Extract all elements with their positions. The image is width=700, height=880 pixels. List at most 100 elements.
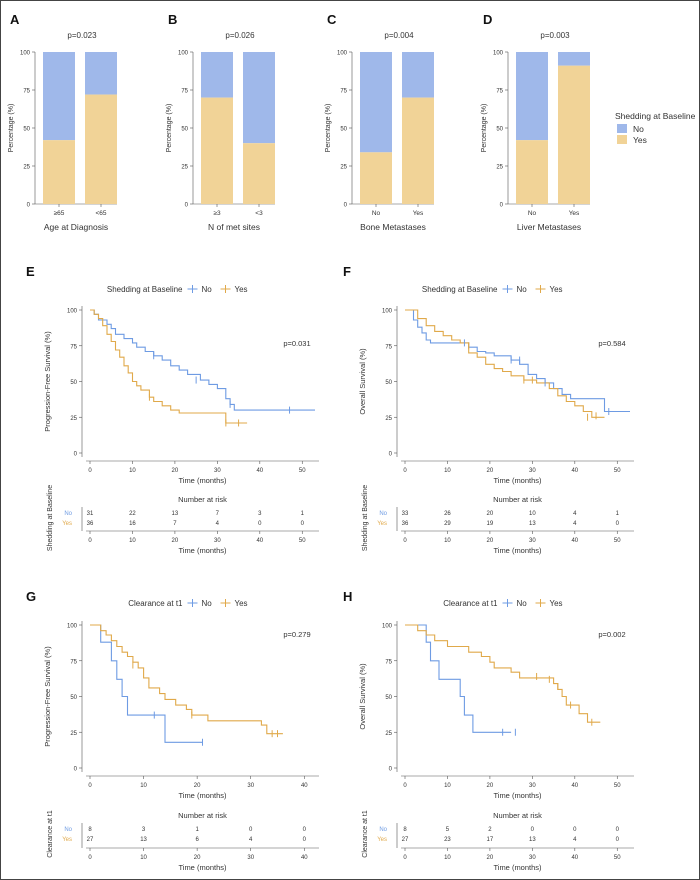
- risk-count-yes: 7: [173, 521, 177, 527]
- risk-x-tick-label: 20: [487, 855, 494, 861]
- y-tick-label: 100: [67, 624, 78, 630]
- x-tick-label: 40: [571, 468, 578, 474]
- y-axis-label: Progression-Free Survival (%): [43, 646, 52, 747]
- km-curve-yes: [90, 309, 248, 424]
- y-tick-label: 25: [23, 165, 30, 171]
- legend-label-yes: Yes: [633, 135, 647, 145]
- y-axis-label: Progression-Free Survival (%): [43, 331, 52, 432]
- risk-x-tick-label: 30: [247, 855, 254, 861]
- x-tick-label: 20: [487, 783, 494, 789]
- risk-count-no: 3: [258, 511, 262, 517]
- bar-no: [360, 52, 392, 153]
- y-tick-label: 75: [496, 89, 503, 95]
- x-axis-label: Age at Diagnosis: [44, 222, 108, 232]
- legend-label-no: No: [202, 599, 213, 608]
- risk-row-label-no: No: [379, 511, 387, 517]
- risk-count-yes: 27: [402, 837, 409, 843]
- km-legend: Clearance at t1 No Yes: [443, 599, 563, 608]
- risk-row-label-no: No: [64, 511, 72, 517]
- y-tick-label: 0: [389, 452, 393, 458]
- risk-table: Number at risk No Yes 8 27 0 5 23 10 2 17 20 0 13 30 0 4…: [362, 810, 634, 872]
- x-axis-label: Time (months): [493, 791, 542, 800]
- risk-count-yes: 0: [616, 837, 620, 843]
- risk-count-no: 0: [249, 827, 253, 833]
- risk-x-axis-label: Time (months): [178, 863, 227, 872]
- risk-x-tick-label: 0: [403, 855, 407, 861]
- p-value: p=0.031: [283, 339, 310, 348]
- legend-label-no: No: [517, 599, 528, 608]
- y-tick-label: 100: [382, 624, 393, 630]
- y-tick-label: 100: [493, 51, 504, 57]
- legend-label-yes: Yes: [550, 599, 563, 608]
- risk-count-no: 31: [87, 511, 94, 517]
- x-axis-label: Time (months): [178, 791, 227, 800]
- risk-row-label-no: No: [64, 827, 72, 833]
- risk-count-no: 1: [195, 827, 199, 833]
- bar-panel-c: Cp=0.004 0 25 50 75 100 Percentage (%) No Yes Bon…: [325, 12, 434, 232]
- y-tick-label: 25: [496, 165, 503, 171]
- y-tick-label: 0: [344, 203, 348, 209]
- y-tick-label: 50: [70, 695, 77, 701]
- x-tick-label: Yes: [413, 210, 424, 217]
- panel-letter: H: [343, 589, 352, 604]
- risk-x-tick-label: 50: [299, 538, 306, 544]
- risk-x-tick-label: 50: [614, 538, 621, 544]
- risk-y-axis-label: Clearance at t1: [47, 810, 54, 858]
- risk-x-axis-label: Time (months): [493, 546, 542, 555]
- y-tick-label: 50: [23, 127, 30, 133]
- risk-count-no: 22: [129, 511, 136, 517]
- legend-title: Shedding at Baseline: [107, 285, 183, 294]
- risk-x-tick-label: 40: [256, 538, 263, 544]
- bar-yes: [43, 140, 75, 204]
- x-tick-label: 0: [403, 783, 407, 789]
- x-tick-label: <3: [255, 210, 263, 217]
- x-tick-label: 0: [88, 468, 92, 474]
- y-tick-label: 75: [340, 89, 347, 95]
- y-tick-label: 75: [70, 659, 77, 665]
- panel-letter: A: [10, 12, 20, 27]
- risk-count-no: 8: [88, 827, 92, 833]
- legend-title: Shedding at Baseline: [615, 111, 696, 121]
- x-tick-label: No: [528, 210, 537, 217]
- y-tick-label: 75: [70, 344, 77, 350]
- legend-label-no: No: [202, 285, 213, 294]
- risk-y-axis-label: Clearance at t1: [362, 810, 369, 858]
- risk-table: Number at riskNoYes313602216101372074303…: [47, 485, 319, 555]
- legend-swatch-no: [617, 124, 627, 133]
- bar-no: [243, 52, 275, 144]
- x-tick-label: ≥3: [213, 210, 221, 217]
- km-curve-no: [405, 309, 630, 413]
- risk-x-axis-label: Time (months): [178, 546, 227, 555]
- risk-count-no: 13: [172, 511, 179, 517]
- risk-count-no: 20: [487, 511, 494, 517]
- y-tick-label: 25: [385, 416, 392, 422]
- bar-no: [43, 52, 75, 141]
- risk-row-label-yes: Yes: [62, 837, 72, 843]
- risk-row-label-no: No: [379, 827, 387, 833]
- y-tick-label: 75: [385, 659, 392, 665]
- x-tick-label: ≥65: [54, 210, 65, 217]
- x-tick-label: 30: [529, 468, 536, 474]
- risk-count-no: 7: [216, 511, 220, 517]
- panel-letter: G: [26, 589, 36, 604]
- risk-count-yes: 0: [258, 521, 262, 527]
- risk-count-no: 26: [444, 511, 451, 517]
- x-tick-label: 30: [247, 783, 254, 789]
- panel-letter: B: [168, 12, 177, 27]
- risk-table-title: Number at risk: [178, 495, 227, 504]
- risk-count-no: 0: [303, 827, 307, 833]
- y-tick-label: 25: [385, 731, 392, 737]
- risk-x-tick-label: 0: [88, 855, 92, 861]
- panel-letter: E: [26, 264, 35, 279]
- km-legend: Shedding at Baseline No Yes: [107, 285, 248, 294]
- risk-table: Number at risk No Yes 8 27 0 3 13 10 1 6 20 0 4 30 0 0 40…: [47, 810, 319, 872]
- legend-label-no: No: [517, 285, 528, 294]
- risk-count-yes: 4: [573, 521, 577, 527]
- bar-yes: [516, 140, 548, 204]
- p-value: p=0.584: [598, 339, 625, 348]
- risk-y-axis-label: Shedding at Baseline: [362, 485, 369, 551]
